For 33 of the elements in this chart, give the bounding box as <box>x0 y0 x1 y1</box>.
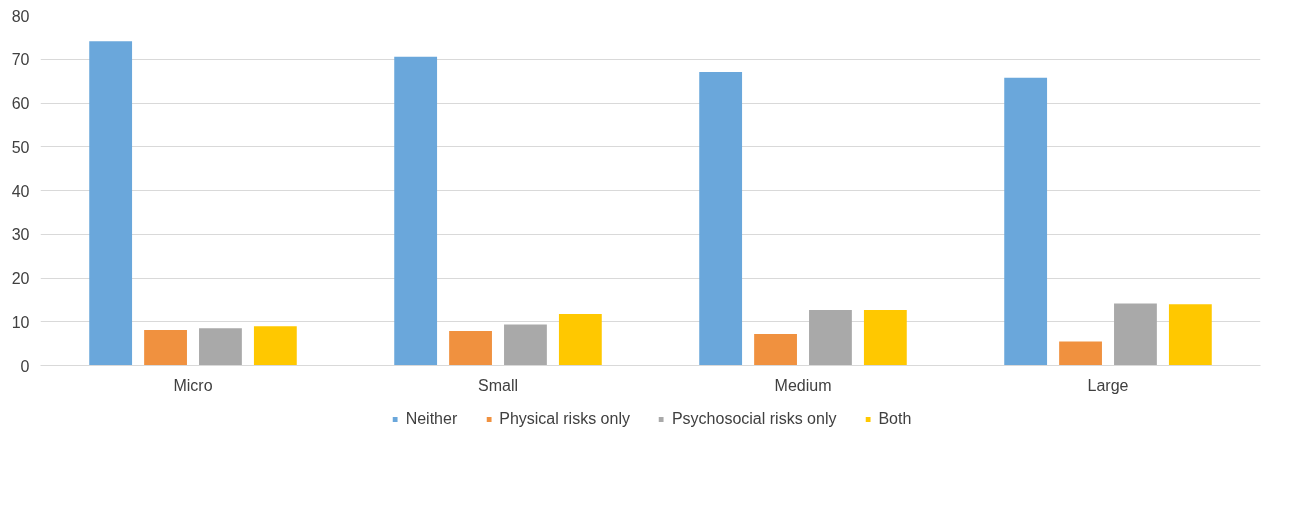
y-tick-label: 40 <box>11 182 30 200</box>
y-tick-label: 30 <box>11 226 30 244</box>
legend-label: Psychosocial risks only <box>671 409 837 428</box>
bar <box>754 334 797 366</box>
bar <box>253 326 297 366</box>
x-tick-label: Micro <box>173 376 213 394</box>
y-tick-label: 0 <box>20 357 30 375</box>
bar <box>394 56 438 366</box>
bar <box>199 328 242 366</box>
bar <box>863 309 907 366</box>
y-tick-label: 50 <box>11 138 30 156</box>
y-tick-label: 20 <box>11 270 30 287</box>
bar <box>504 324 547 366</box>
bar <box>89 41 133 366</box>
x-tick-label: Small <box>478 376 519 394</box>
bar <box>144 330 187 366</box>
legend-label: Physical risks only <box>499 409 630 428</box>
x-tick-label: Large <box>1087 376 1129 394</box>
x-tick-label: Medium <box>774 376 832 394</box>
legend-label: Both <box>878 409 912 428</box>
bar <box>1059 341 1102 366</box>
bar <box>699 71 743 366</box>
bar <box>1004 77 1048 366</box>
y-tick-label: 70 <box>11 51 30 69</box>
legend-label: Neither <box>405 409 458 428</box>
y-tick-label: 80 <box>11 7 30 25</box>
bar <box>558 313 602 366</box>
bar <box>1114 303 1157 366</box>
y-tick-label: 60 <box>11 95 30 112</box>
bar <box>449 330 492 366</box>
y-tick-label: 10 <box>11 313 30 331</box>
bar <box>1168 304 1212 366</box>
bar <box>809 309 852 366</box>
